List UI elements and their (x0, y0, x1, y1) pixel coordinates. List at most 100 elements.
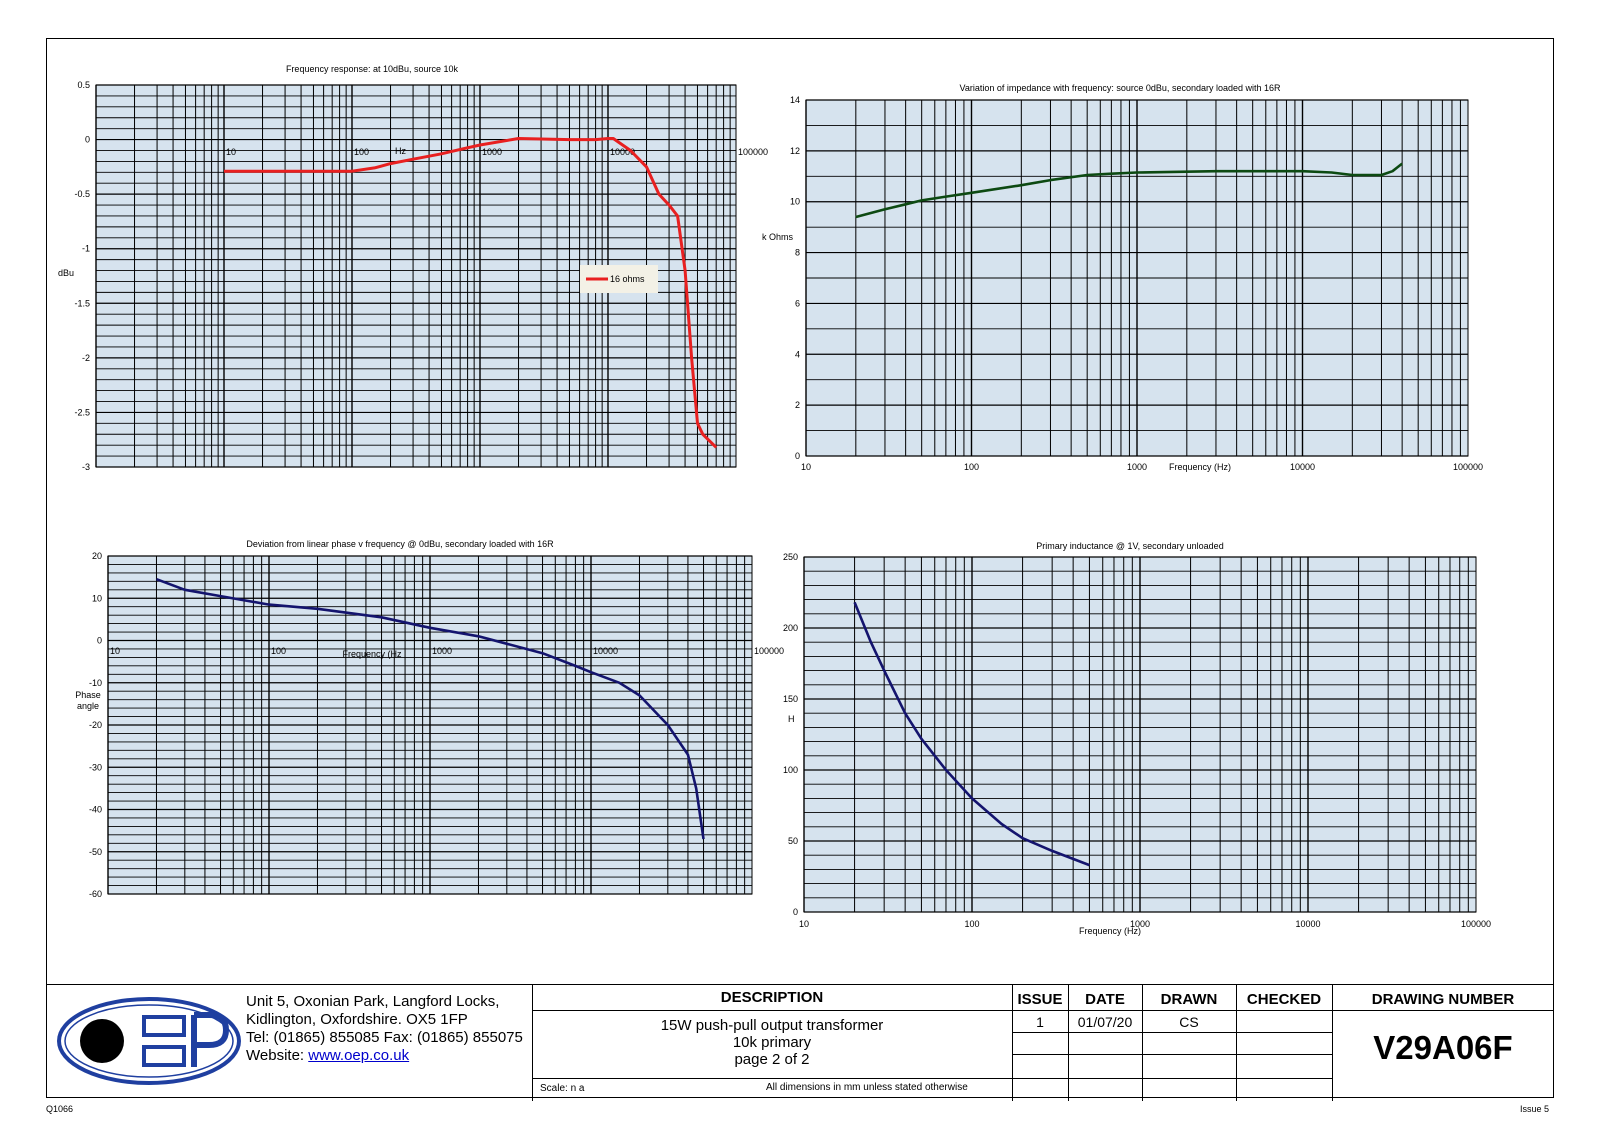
y-tick-label: -10 (89, 678, 102, 688)
logo-o-mark (80, 1019, 124, 1063)
dimensions-note: All dimensions in mm unless stated other… (766, 1082, 968, 1093)
x-tick-label: 1000 (432, 646, 452, 656)
x-tick-label: 10 (801, 462, 811, 472)
x-tick-label: 10000 (1295, 919, 1320, 929)
y-tick-label: 0 (793, 907, 798, 917)
scale-label: Scale: n a (540, 1083, 585, 1094)
x-tick-label: 1000 (482, 147, 502, 157)
company-address-line-2: Kidlington, Oxfordshire. OX5 1FP (246, 1011, 468, 1028)
checked-header: CHECKED (1246, 991, 1322, 1008)
frequency-response-chart: 0.5 0 -0.5 -1 -1.5 -2 -2.5 -3 10 100 1000 10000 1000… (58, 64, 768, 472)
y-tick-label: 2 (795, 400, 800, 410)
grid-lines (107, 555, 752, 895)
x-tick-label: 100 (354, 147, 369, 157)
y-axis-label: dBu (58, 268, 74, 278)
y-tick-label: 0 (795, 451, 800, 461)
y-tick-label: -3 (82, 462, 90, 472)
y-tick-label: 0.5 (77, 80, 90, 90)
y-tick-label: 20 (92, 551, 102, 561)
y-tick-label: -1 (82, 244, 90, 254)
grid-lines (803, 556, 1476, 913)
y-axis-label: k Ohms (762, 232, 794, 242)
x-tick-label: 100000 (738, 147, 768, 157)
drawing-number-header: DRAWING NUMBER (1371, 991, 1515, 1008)
y-tick-label: -2 (82, 353, 90, 363)
company-phone: Tel: (01865) 855085 Fax: (01865) 855075 (246, 1029, 523, 1046)
x-axis-label: Frequency (Hz (342, 649, 402, 659)
x-tick-label: 10000 (1290, 462, 1315, 472)
description-line-1: 15W push-pull output transformer (660, 1017, 884, 1034)
y-tick-label: 150 (783, 694, 798, 704)
date-header: DATE (1085, 991, 1125, 1008)
x-axis-label: Frequency (Hz) (1079, 926, 1141, 936)
legend-label: 16 ohms (610, 274, 645, 284)
y-tick-label: 0 (85, 135, 90, 145)
y-tick-label: 10 (92, 593, 102, 603)
issue-value: 1 (1036, 1014, 1044, 1030)
y-tick-label: 100 (783, 765, 798, 775)
x-tick-label: 10000 (593, 646, 618, 656)
legend: 16 ohms (580, 265, 658, 293)
x-axis-label: Hz (395, 146, 406, 156)
x-tick-label: 10 (226, 147, 236, 157)
drawing-sheet-frame (46, 38, 1554, 1098)
y-tick-label: 6 (795, 298, 800, 308)
drawing-number: V29A06F (1373, 1029, 1513, 1066)
logo-e-top (142, 1015, 186, 1037)
y-tick-label: -0.5 (74, 189, 90, 199)
oep-logo (57, 997, 241, 1085)
chart-title: Deviation from linear phase v frequency … (246, 539, 554, 549)
y-tick-label: 4 (795, 349, 800, 359)
x-tick-label: 10000 (610, 147, 635, 157)
chart-title: Frequency response: at 10dBu, source 10k (286, 64, 459, 74)
x-tick-label: 100000 (1461, 919, 1491, 929)
description-line-3: page 2 of 2 (734, 1051, 810, 1068)
drawn-value: CS (1179, 1014, 1199, 1030)
x-tick-label: 100 (964, 462, 979, 472)
website-label: Website: (246, 1047, 309, 1064)
description-header: DESCRIPTION (720, 989, 824, 1006)
y-tick-label: -20 (89, 720, 102, 730)
x-tick-label: 10 (110, 646, 120, 656)
form-issue: Issue 5 (1520, 1104, 1550, 1114)
form-code: Q1066 (46, 1104, 74, 1114)
y-tick-label: 14 (790, 95, 800, 105)
y-axis-label: angle (77, 701, 99, 711)
logo-p-shape (191, 1012, 230, 1067)
x-tick-label: 10 (799, 919, 809, 929)
date-value: 01/07/20 (1077, 1014, 1133, 1030)
grid-lines (805, 99, 1468, 457)
website-link[interactable]: www.oep.co.uk (308, 1047, 410, 1064)
x-tick-label: 1000 (1127, 462, 1147, 472)
y-tick-label: 0 (97, 636, 102, 646)
y-tick-label: 10 (790, 197, 800, 207)
description-line-2: 10k primary (732, 1034, 812, 1051)
y-tick-label: 50 (788, 836, 798, 846)
y-tick-label: -1.5 (74, 298, 90, 308)
y-tick-label: -30 (89, 762, 102, 772)
grid-lines (95, 84, 736, 468)
primary-inductance-chart: 250 200 150 100 50 010 100 1000 10000 100000 Prima… (783, 541, 1491, 936)
y-tick-label: -2.5 (74, 407, 90, 417)
issue-header: ISSUE (1017, 991, 1063, 1008)
x-tick-label: 100000 (1453, 462, 1483, 472)
chart-title: Primary inductance @ 1V, secondary unloa… (1036, 541, 1223, 551)
chart-title: Variation of impedance with frequency: s… (959, 83, 1281, 93)
drawn-header: DRAWN (1160, 991, 1218, 1008)
logo-e-bottom (142, 1045, 186, 1067)
x-tick-label: 100 (271, 646, 286, 656)
x-tick-label: 1000 (1130, 919, 1150, 929)
x-tick-label: 100000 (754, 646, 784, 656)
y-tick-label: 200 (783, 623, 798, 633)
title-block: Unit 5, Oxonian Park, Langford Locks, Ki… (46, 984, 1554, 1101)
y-tick-label: 250 (783, 552, 798, 562)
company-address-line-1: Unit 5, Oxonian Park, Langford Locks, (246, 993, 500, 1010)
y-axis-label: H (788, 714, 795, 724)
y-tick-label: -50 (89, 847, 102, 857)
y-tick-label: 12 (790, 146, 800, 156)
x-tick-label: 100 (964, 919, 979, 929)
y-tick-label: -60 (89, 889, 102, 899)
company-website: Website: www.oep.co.uk (246, 1047, 536, 1065)
